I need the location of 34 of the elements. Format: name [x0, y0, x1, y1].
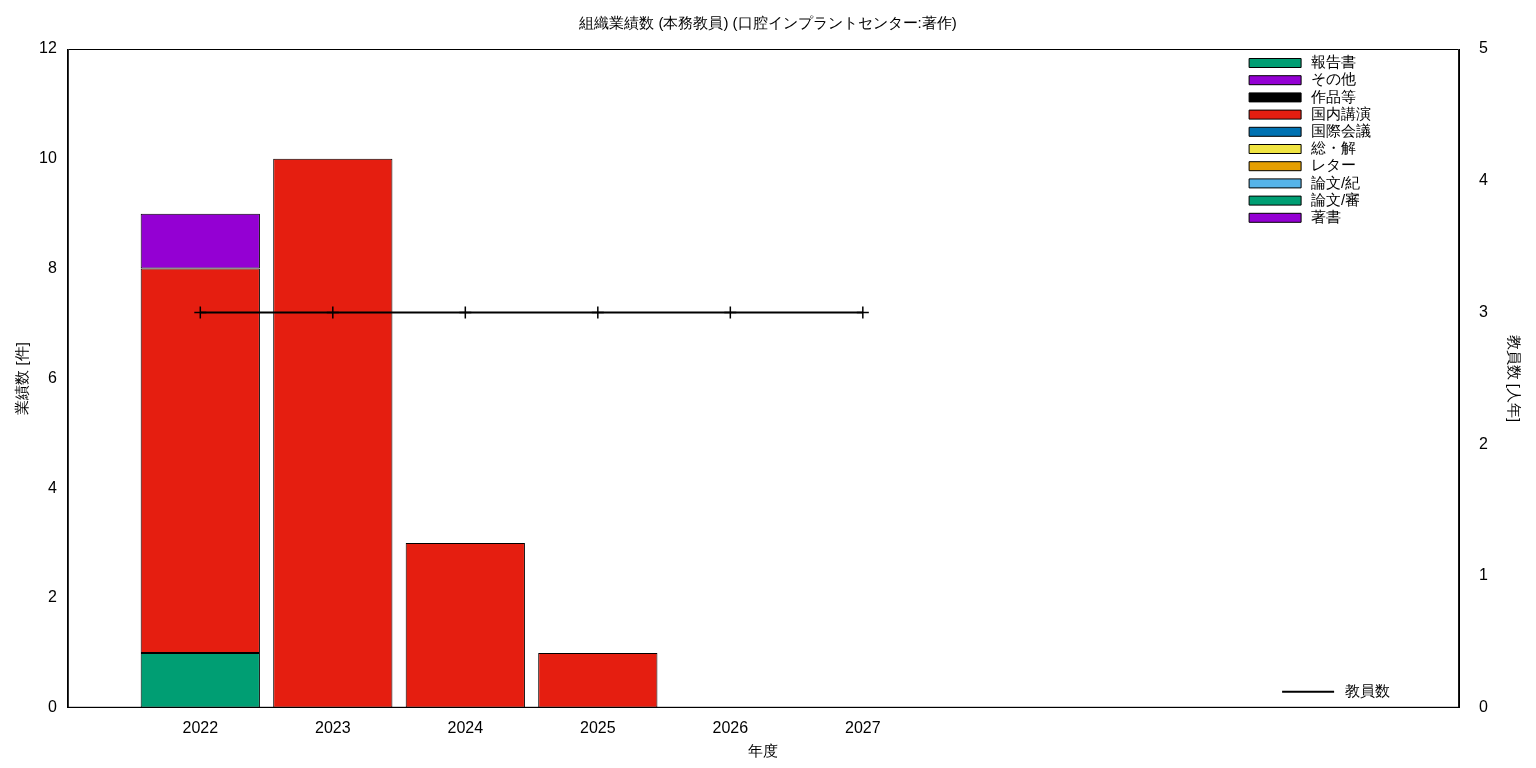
x-tick-label: 2024 — [447, 718, 484, 736]
y-tick-label: 2 — [47, 588, 57, 606]
legend-label: 論文/紀 — [1311, 173, 1361, 191]
legend-label: 国内講演 — [1311, 104, 1372, 122]
y-axis-title: 業績数 [件] — [13, 342, 31, 415]
x-tick-label: 2027 — [845, 718, 881, 736]
y2-tick-label: 4 — [1479, 171, 1489, 189]
y2-tick-label: 0 — [1479, 698, 1489, 716]
legend-label: 総・解 — [1310, 139, 1357, 157]
legend-label: 著書 — [1311, 207, 1342, 225]
x-tick-label: 2026 — [712, 718, 749, 736]
legend-label: 国際会議 — [1311, 121, 1372, 139]
y-tick-label: 0 — [47, 698, 57, 716]
legend-label: 教員数 — [1345, 681, 1391, 699]
legend-label: 報告書 — [1311, 53, 1357, 71]
x-tick-label: 2025 — [580, 718, 616, 736]
legend-label: 論文/審 — [1311, 190, 1361, 208]
chart-title: 組織業績数 (本務教員) (口腔インプラントセンター:著作) — [578, 14, 957, 32]
y-tick-label: 8 — [47, 259, 57, 277]
legend-label: その他 — [1311, 70, 1357, 88]
x-tick-label: 2022 — [182, 718, 219, 736]
y-tick-label: 6 — [47, 368, 57, 386]
y2-tick-label: 5 — [1479, 39, 1489, 57]
x-tick-label: 2023 — [315, 718, 351, 736]
y-tick-label: 4 — [47, 478, 57, 496]
legend-label: 作品等 — [1310, 87, 1357, 105]
y2-tick-label: 2 — [1479, 434, 1489, 452]
y2-tick-label: 3 — [1479, 302, 1489, 320]
legend-label: レター — [1311, 156, 1357, 174]
y-tick-label: 12 — [39, 39, 57, 57]
y2-axis-title: 教員数 [人年] — [1505, 334, 1523, 423]
x-axis-title: 年度 — [748, 742, 779, 760]
y-tick-label: 10 — [39, 149, 57, 167]
y2-tick-label: 1 — [1479, 566, 1489, 584]
